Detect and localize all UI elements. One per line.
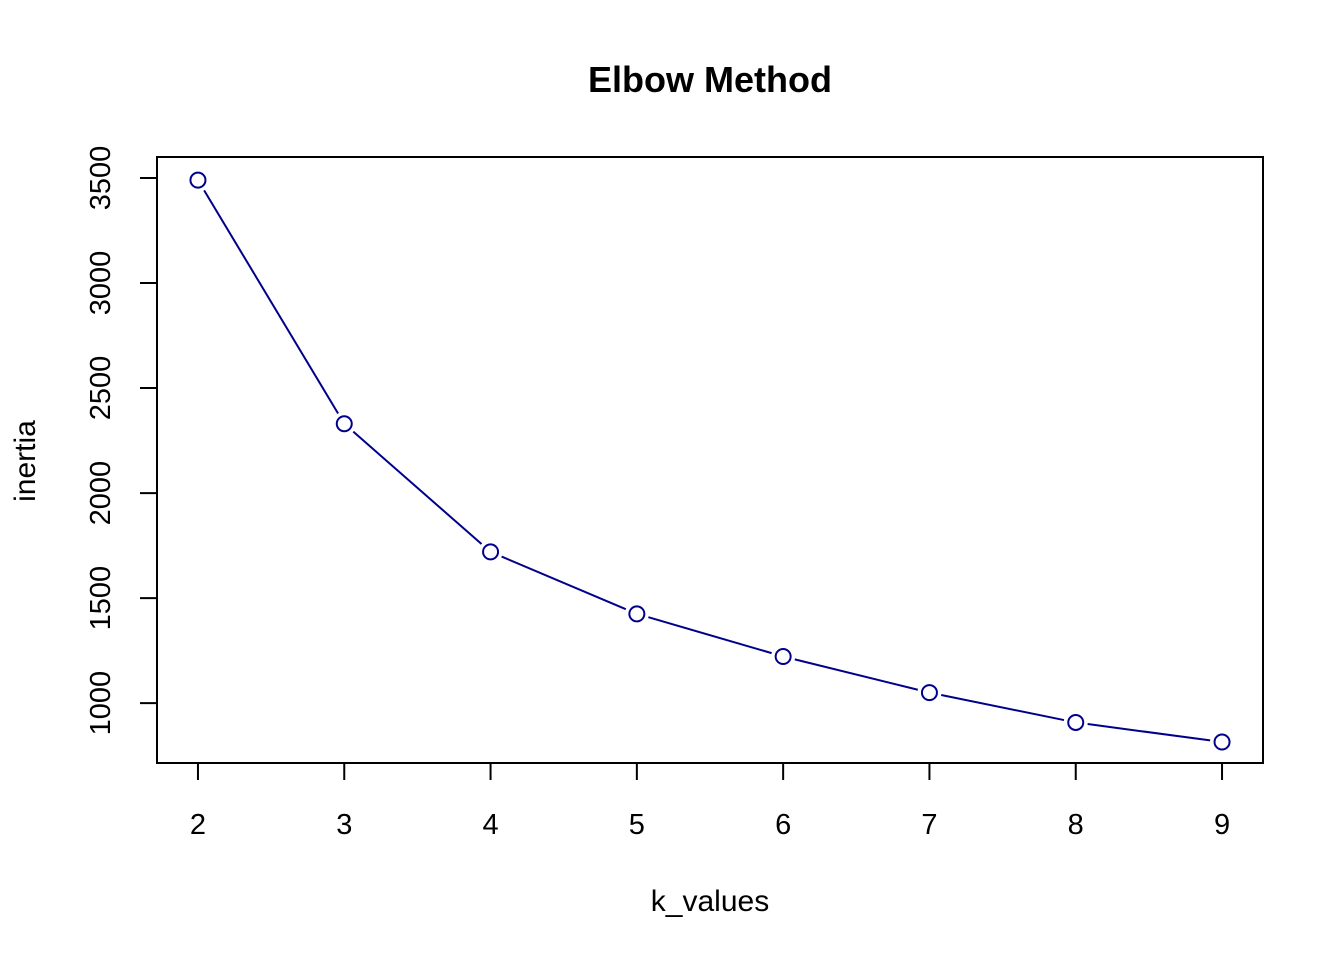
x-tick-label: 7: [921, 809, 937, 841]
x-tick-label: 2: [190, 809, 206, 841]
y-tick-label: 3500: [85, 146, 117, 211]
series-layer: [189, 171, 1231, 751]
x-tick-label: 9: [1214, 809, 1230, 841]
y-tick-label: 1500: [85, 566, 117, 631]
data-point: [1213, 733, 1231, 751]
series-line-segment: [648, 616, 772, 655]
y-tick-label: 1000: [85, 671, 117, 736]
x-tick-label: 4: [482, 809, 498, 841]
x-axis-label: k_values: [651, 885, 769, 918]
y-tick-label: 2500: [85, 356, 117, 421]
x-tick-label: 8: [1068, 809, 1084, 841]
series-line-segment: [941, 694, 1065, 722]
data-point: [1067, 713, 1085, 731]
y-tick-label: 3000: [85, 251, 117, 316]
y-axis-label: inertia: [9, 420, 42, 502]
series-line-segment: [203, 189, 339, 414]
series-line-segment: [794, 658, 919, 691]
data-point: [920, 684, 938, 702]
y-axis: 1000 1500 2000 2500 3000 3500: [85, 146, 158, 736]
plot-frame: [156, 156, 1264, 764]
x-tick-label: 5: [629, 809, 645, 841]
x-tick-label: 3: [336, 809, 352, 841]
data-point: [482, 543, 500, 561]
series-line-segment: [501, 555, 627, 611]
series-line-segment: [1087, 723, 1211, 742]
data-point: [628, 605, 646, 623]
data-point: [774, 648, 792, 666]
series-line-segment: [352, 430, 483, 545]
y-tick-label: 2000: [85, 461, 117, 526]
data-point: [189, 171, 207, 189]
x-axis: 2 3 4 5 6 7 8 9: [190, 762, 1230, 841]
data-point: [335, 415, 353, 433]
x-tick-label: 6: [775, 809, 791, 841]
chart-title: Elbow Method: [588, 59, 832, 100]
